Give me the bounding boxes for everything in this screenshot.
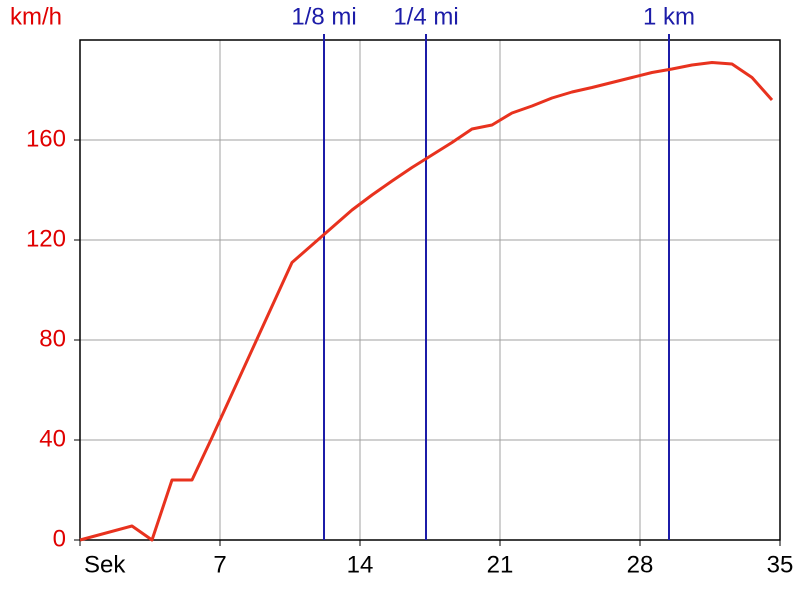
y-tick-label: 120: [26, 225, 66, 252]
y-tick-label: 160: [26, 125, 66, 152]
y-tick-label: 40: [39, 425, 66, 452]
y-tick-label: 0: [53, 525, 66, 552]
plot-frame: [79, 39, 781, 541]
x-tick-label: 28: [627, 551, 654, 578]
x-tick-label: 35: [767, 551, 794, 578]
distance-marker-label: 1/4 mi: [393, 3, 458, 30]
x-tick-label: 14: [347, 551, 374, 578]
x-tick-label: 7: [213, 551, 226, 578]
y-axis-label: km/h: [10, 3, 62, 30]
speed-line: [79, 61, 774, 542]
x-tick-label: Sek: [84, 551, 126, 578]
y-tick-label: 80: [39, 325, 66, 352]
distance-marker-label: 1 km: [643, 3, 695, 30]
distance-marker-label: 1/8 mi: [291, 3, 356, 30]
x-tick-label: 21: [487, 551, 514, 578]
